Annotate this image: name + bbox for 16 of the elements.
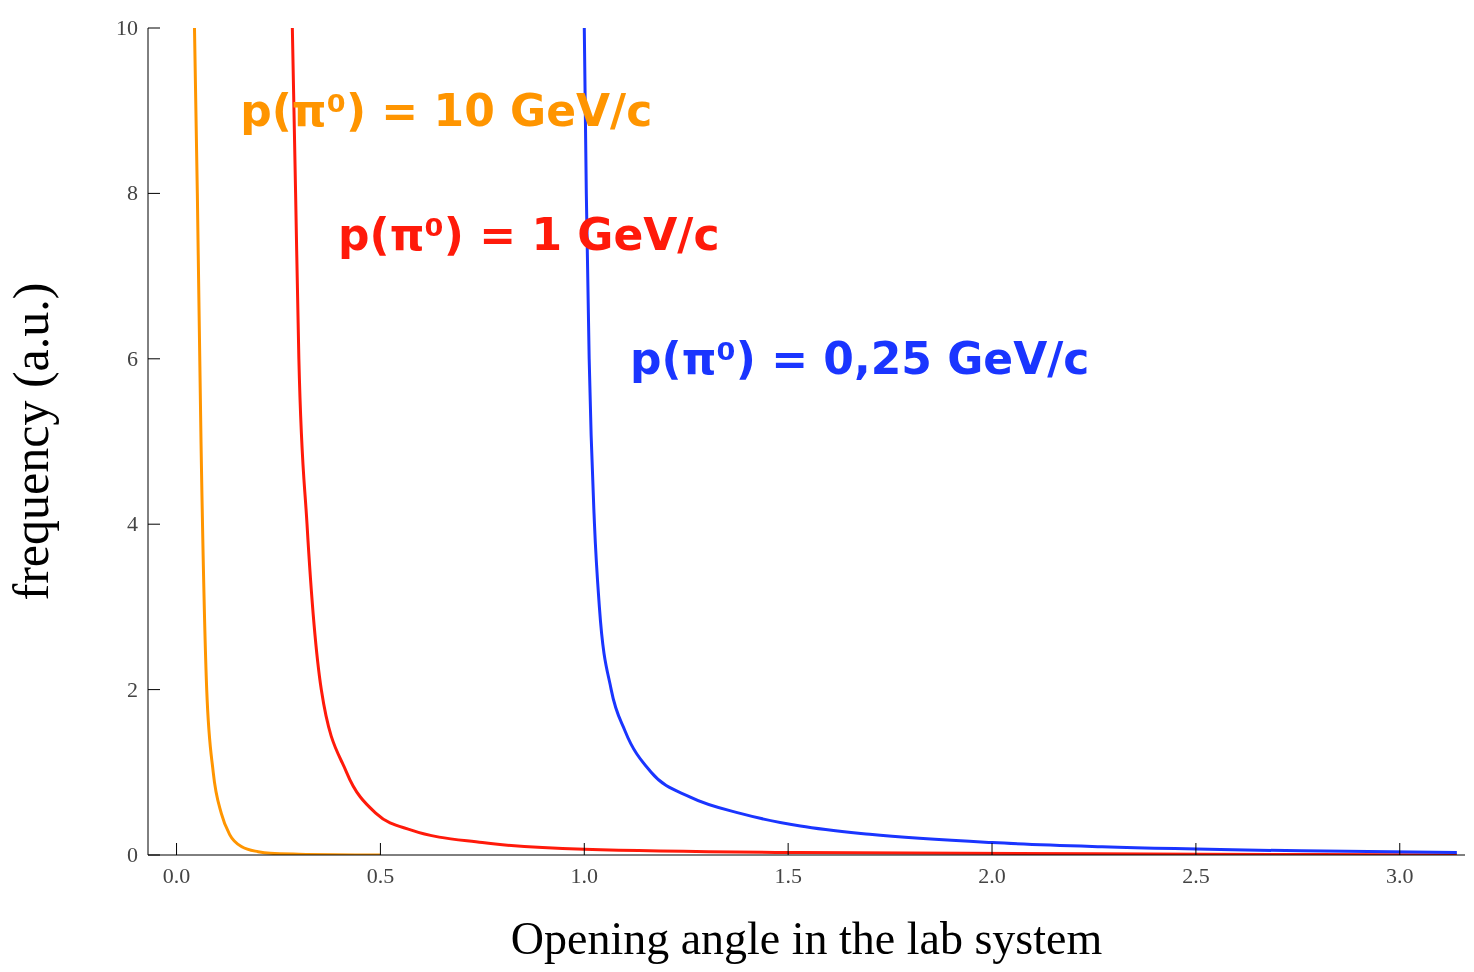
y-axis-title: frequency (a.u.) <box>2 282 59 601</box>
x-tick-label: 3.0 <box>1386 862 1414 888</box>
y-tick-label: 4 <box>127 511 138 537</box>
x-tick-label: 2.0 <box>978 862 1006 888</box>
y-tick-label: 8 <box>127 180 138 206</box>
x-tick-label: 1.5 <box>774 862 802 888</box>
x-tick-label: 0.0 <box>162 862 191 888</box>
x-axis-title: Opening angle in the lab system <box>510 913 1103 964</box>
y-tick-label: 2 <box>127 676 138 702</box>
x-tick-label: 1.0 <box>570 862 599 888</box>
series-label: p(π⁰) = 0,25 GeV/c <box>630 333 1090 385</box>
y-tick-label: 6 <box>127 345 138 371</box>
x-tick-label: 2.5 <box>1182 862 1210 888</box>
x-tick-label: 0.5 <box>366 862 395 888</box>
y-tick-label: 10 <box>116 15 138 40</box>
y-tick-label: 0 <box>127 842 138 867</box>
